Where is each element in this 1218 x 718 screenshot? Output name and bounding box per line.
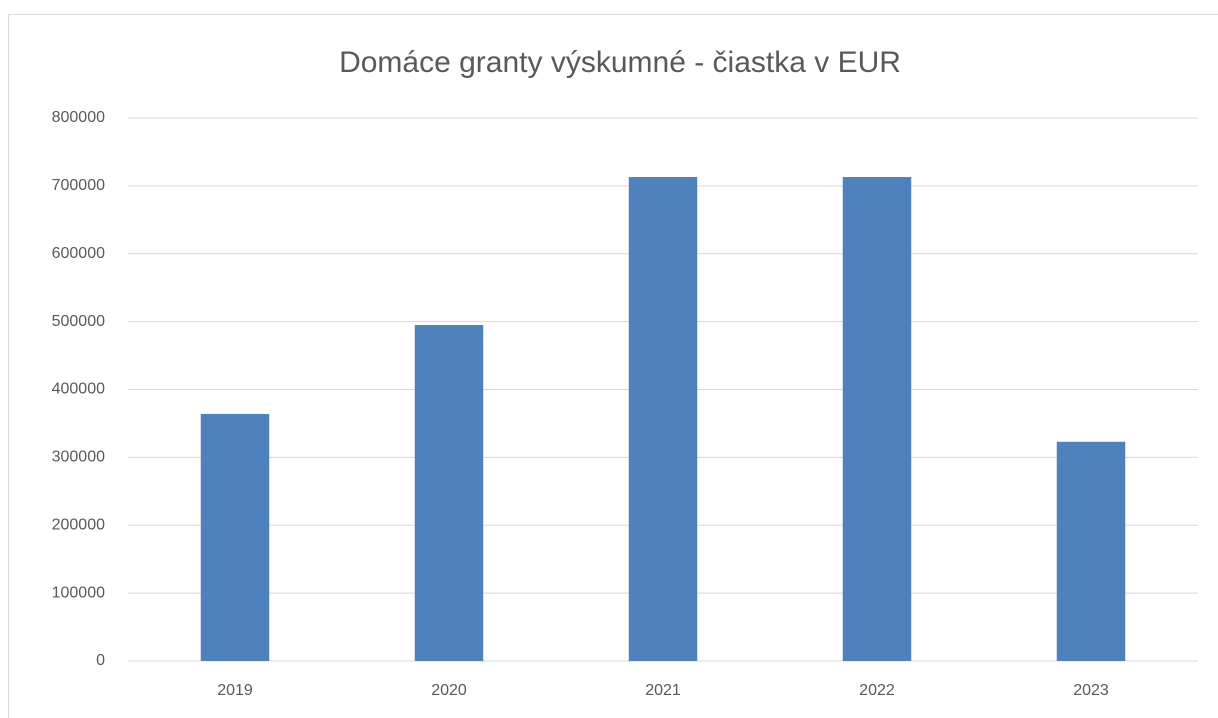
y-tick-label: 0 xyxy=(96,652,105,669)
bar xyxy=(628,177,698,661)
bar xyxy=(1056,441,1126,661)
bar xyxy=(842,177,912,661)
y-tick-label: 100000 xyxy=(52,584,105,601)
bar xyxy=(414,325,484,661)
y-tick-label: 200000 xyxy=(52,516,105,533)
x-tick-label: 2022 xyxy=(859,682,895,699)
x-tick-label: 2020 xyxy=(431,682,467,699)
y-tick-label: 700000 xyxy=(52,177,105,194)
y-tick-label: 500000 xyxy=(52,313,105,330)
chart-border xyxy=(8,14,1218,718)
y-tick-label: 800000 xyxy=(52,109,105,126)
chart-title: Domáce granty výskumné - čiastka v EUR xyxy=(339,46,901,79)
x-tick-label: 2023 xyxy=(1073,682,1109,699)
y-tick-label: 300000 xyxy=(52,449,105,466)
x-tick-label: 2021 xyxy=(645,682,681,699)
y-tick-label: 400000 xyxy=(52,381,105,398)
bar xyxy=(200,413,270,661)
y-tick-label: 600000 xyxy=(52,245,105,262)
x-tick-label: 2019 xyxy=(217,682,253,699)
